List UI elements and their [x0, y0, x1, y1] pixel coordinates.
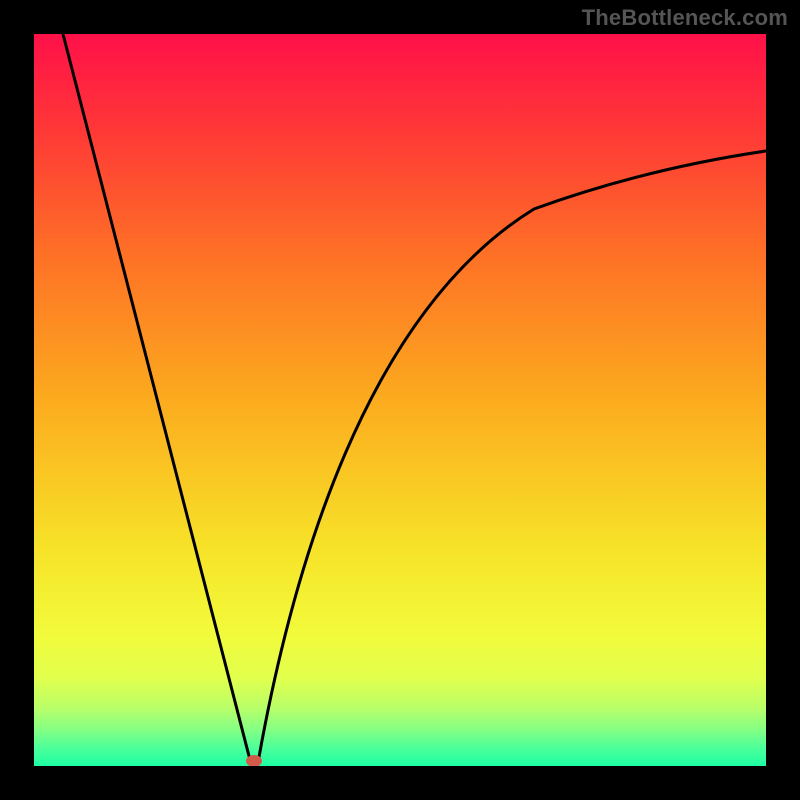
- bottleneck-curve: [63, 34, 766, 760]
- chart-container: TheBottleneck.com: [0, 0, 800, 800]
- plot-area: [34, 34, 766, 766]
- bottleneck-curve-svg: [34, 34, 766, 766]
- watermark-text: TheBottleneck.com: [582, 5, 788, 31]
